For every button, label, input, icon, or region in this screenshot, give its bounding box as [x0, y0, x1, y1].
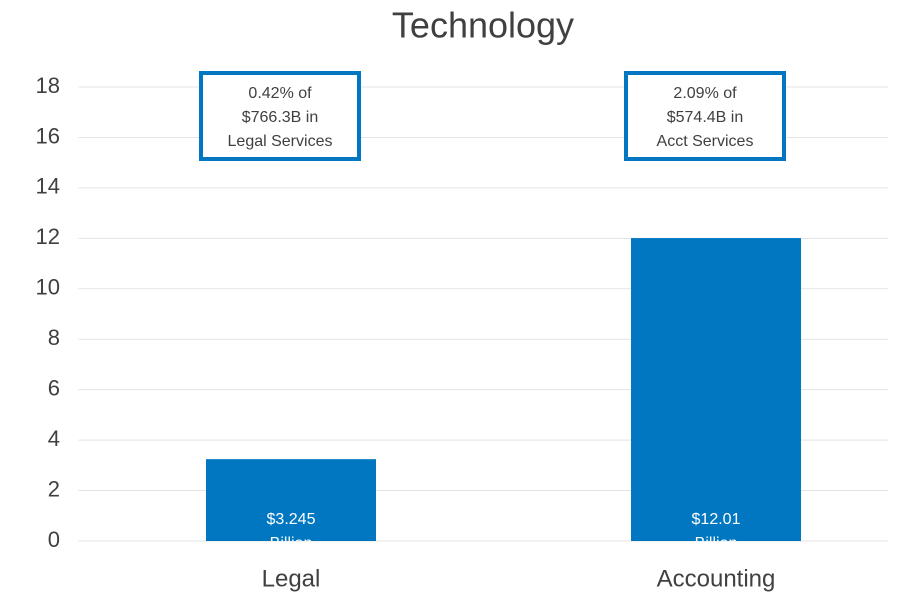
y-tick-label: 6	[48, 375, 60, 400]
x-tick-label: Accounting	[657, 565, 776, 592]
y-tick-label: 4	[48, 426, 60, 451]
annotation-text: Legal Services	[228, 133, 333, 150]
chart-title: Technology	[392, 5, 574, 46]
value-label-line: $12.01	[692, 511, 741, 528]
annotation-box	[624, 71, 786, 161]
value-label-line: $3.245	[267, 511, 316, 528]
bar	[631, 238, 801, 541]
annotation-text: $574.4B in	[667, 109, 744, 126]
annotation-text: 2.09% of	[673, 85, 737, 102]
value-label-line: Billion	[695, 535, 738, 552]
y-tick-label: 18	[36, 73, 60, 98]
annotation-text: 0.42% of	[248, 85, 312, 102]
y-tick-label: 10	[36, 275, 60, 300]
y-tick-label: 16	[36, 123, 60, 148]
value-label: $3.245 Billion	[267, 511, 316, 552]
y-tick-label: 14	[36, 174, 60, 199]
bar	[206, 459, 376, 541]
annotation-text: Acct Services	[657, 133, 754, 150]
y-tick-label: 2	[48, 476, 60, 501]
annotation-box	[199, 71, 361, 161]
x-tick-label: Legal	[262, 565, 321, 592]
y-tick-label: 0	[48, 527, 60, 552]
y-tick-label: 12	[36, 224, 60, 249]
value-label-line: Billion	[270, 535, 313, 552]
y-tick-label: 8	[48, 325, 60, 350]
annotation-text: $766.3B in	[242, 109, 319, 126]
value-label: $12.01 Billion	[692, 511, 741, 552]
